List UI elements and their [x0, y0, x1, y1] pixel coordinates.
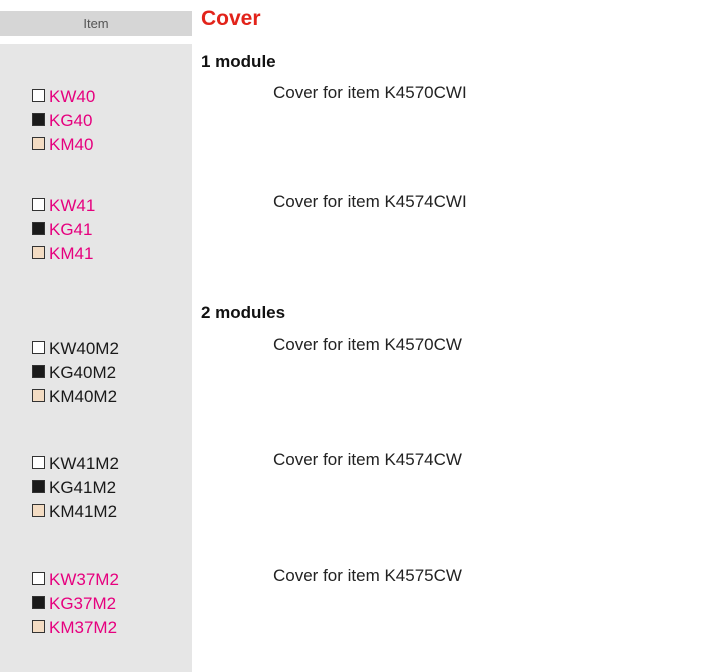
code-text: KG40: [49, 111, 93, 130]
code-text: KM40M2: [49, 387, 118, 406]
item-code: KM41: [32, 244, 93, 264]
color-swatch: [32, 480, 45, 493]
item-header: Item: [0, 11, 192, 36]
color-swatch: [32, 89, 45, 102]
code-text: KW41M2: [49, 454, 119, 473]
item-code: KM37M2: [32, 618, 117, 638]
color-swatch: [32, 572, 45, 585]
item-code: KW37M2: [32, 570, 119, 590]
item-code: KG37M2: [32, 594, 116, 614]
color-swatch: [32, 596, 45, 609]
description: Cover for item K4574CW: [273, 450, 462, 469]
description: Cover for item K4574CWI: [273, 192, 467, 211]
item-code: KG41: [32, 220, 92, 240]
color-swatch: [32, 246, 45, 259]
item-code: KG41M2: [32, 478, 116, 498]
code-text: KG41M2: [49, 478, 117, 497]
code-text: KG37M2: [49, 594, 117, 613]
color-swatch: [32, 198, 45, 211]
color-swatch: [32, 620, 45, 633]
color-swatch: [32, 504, 45, 517]
item-code: KM41M2: [32, 502, 117, 522]
item-code: KW41: [32, 196, 95, 216]
code-text: KW41: [49, 196, 96, 215]
code-text: KM40: [49, 135, 94, 154]
code-text: KM41M2: [49, 502, 118, 521]
item-code: KM40M2: [32, 387, 117, 407]
code-text: KW40M2: [49, 339, 119, 358]
color-swatch: [32, 341, 45, 354]
item-code: KG40M2: [32, 363, 116, 383]
item-code: KG40: [32, 111, 92, 131]
item-code: KW40: [32, 87, 95, 107]
title: Cover: [201, 7, 261, 30]
section-title: 2 modules: [201, 303, 286, 322]
item-code: KM40: [32, 135, 93, 155]
code-text: KG41: [49, 220, 93, 239]
description: Cover for item K4570CW: [273, 335, 462, 354]
color-swatch: [32, 137, 45, 150]
item-code: KW41M2: [32, 454, 119, 474]
code-text: KW40: [49, 87, 96, 106]
description: Cover for item K4575CW: [273, 566, 462, 585]
color-swatch: [32, 389, 45, 402]
color-swatch: [32, 222, 45, 235]
code-text: KM37M2: [49, 618, 118, 637]
description: Cover for item K4570CWI: [273, 83, 467, 102]
item-code: KW40M2: [32, 339, 119, 359]
code-text: KG40M2: [49, 363, 117, 382]
color-swatch: [32, 113, 45, 126]
color-swatch: [32, 456, 45, 469]
code-text: KM41: [49, 244, 94, 263]
section-title: 1 module: [201, 52, 276, 71]
color-swatch: [32, 365, 45, 378]
code-text: KW37M2: [49, 570, 119, 589]
